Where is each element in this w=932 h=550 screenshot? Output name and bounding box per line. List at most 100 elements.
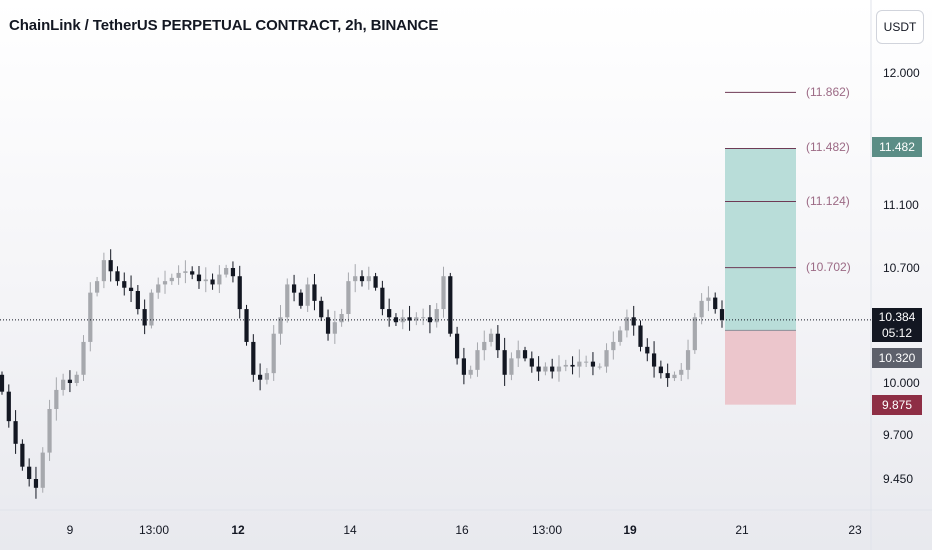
candle-body xyxy=(183,271,188,273)
target-price-tag: 11.482 xyxy=(872,137,922,157)
candle-body xyxy=(325,317,331,334)
candle-body xyxy=(47,409,52,453)
time-axis-label: 13:00 xyxy=(531,523,563,537)
candle-body xyxy=(638,325,643,347)
candle-body xyxy=(54,389,59,409)
candle-body xyxy=(604,350,609,367)
candle-body xyxy=(13,421,18,444)
candle-body xyxy=(454,333,460,359)
candle-body xyxy=(203,279,208,282)
candle-body xyxy=(135,291,140,310)
candle-body xyxy=(543,366,548,372)
time-axis-label: 16 xyxy=(455,523,469,537)
candle-body xyxy=(468,369,473,375)
candle-body xyxy=(692,317,697,351)
candle-body xyxy=(713,297,718,310)
candle-body xyxy=(359,276,365,282)
candle-body xyxy=(550,366,555,372)
stop-price-tag: 9.875 xyxy=(872,395,922,415)
candle-body xyxy=(570,364,575,367)
candle-body xyxy=(0,374,5,392)
candle-body xyxy=(373,276,378,288)
candle-body xyxy=(108,260,113,272)
candle-body xyxy=(441,276,446,310)
candle-body xyxy=(319,300,324,318)
symbol-title[interactable]: ChainLink / TetherUS PERPETUAL CONTRACT,… xyxy=(9,17,439,34)
candle-body xyxy=(264,373,270,380)
candle-body xyxy=(74,374,79,383)
fib-level-label-1: (11.862) xyxy=(806,85,850,99)
candle-body xyxy=(128,287,134,291)
price-axis-label: 10.700 xyxy=(883,261,920,275)
currency-button[interactable]: USDT xyxy=(876,10,924,44)
candle-body xyxy=(421,317,426,319)
candle-body xyxy=(353,276,358,282)
candle-body xyxy=(149,292,154,326)
candle-body xyxy=(434,309,439,323)
candle-body xyxy=(169,277,174,282)
candle-body xyxy=(393,317,399,323)
candle-body xyxy=(94,281,100,293)
candle-body xyxy=(122,281,127,288)
current-price: 10.384 xyxy=(878,310,916,324)
candle-body xyxy=(244,309,249,342)
candle-body xyxy=(672,374,677,379)
candle-body xyxy=(719,309,725,320)
time-axis-label: 23 xyxy=(848,523,862,537)
candle-body xyxy=(685,350,691,370)
candle-body xyxy=(699,300,704,318)
time-axis-label: 13:00 xyxy=(138,523,170,537)
candle-body xyxy=(115,271,120,282)
candle-body xyxy=(461,358,466,375)
candle-body xyxy=(366,276,371,282)
candle-body xyxy=(536,366,541,372)
candle-body xyxy=(61,379,66,390)
candle-body xyxy=(67,379,73,383)
current-price-tag: 10.384 05:12 xyxy=(872,308,922,342)
candle-body xyxy=(651,353,657,367)
candle-body xyxy=(278,317,283,334)
candle-body xyxy=(156,284,161,293)
candle-body xyxy=(448,276,453,334)
candle-body xyxy=(190,271,195,275)
loss-zone xyxy=(725,330,796,405)
candle-body xyxy=(81,341,86,375)
candle-body xyxy=(101,260,106,282)
candle-body xyxy=(624,317,630,331)
candle-body xyxy=(665,373,670,379)
candle-body xyxy=(33,479,39,488)
candle-body xyxy=(522,350,528,359)
candle-body xyxy=(645,346,650,354)
entry-price-tag: 10.320 xyxy=(872,348,922,368)
time-axis-label: 12 xyxy=(231,523,245,537)
candle-body xyxy=(20,443,25,467)
candle-body xyxy=(516,350,521,359)
candle-body xyxy=(414,317,419,321)
fib-level-label-4: (10.702) xyxy=(806,260,851,274)
candle-body xyxy=(88,292,93,342)
candle-body xyxy=(224,268,229,275)
candle-body xyxy=(332,322,337,334)
candle-body xyxy=(285,284,290,318)
time-axis-label: 19 xyxy=(623,523,637,537)
candle-body xyxy=(407,317,412,321)
candle-body xyxy=(162,281,168,285)
candle-body xyxy=(210,279,215,285)
candle-body xyxy=(387,309,392,318)
price-axis-label: 10.000 xyxy=(883,376,920,390)
candle-body xyxy=(584,361,589,363)
candle-body xyxy=(196,274,202,282)
price-axis-label: 12.000 xyxy=(883,66,920,80)
candle-body xyxy=(577,361,582,367)
price-axis-label: 9.450 xyxy=(883,472,914,486)
candle-body xyxy=(346,281,351,314)
profit-zone xyxy=(725,148,796,331)
candle-body xyxy=(556,366,562,372)
time-axis-label: 21 xyxy=(735,523,749,537)
candle-body xyxy=(305,284,310,306)
candle-body xyxy=(298,292,303,306)
time-axis-label: 9 xyxy=(66,523,74,537)
candle-body xyxy=(475,350,480,370)
candle-body xyxy=(312,284,317,301)
